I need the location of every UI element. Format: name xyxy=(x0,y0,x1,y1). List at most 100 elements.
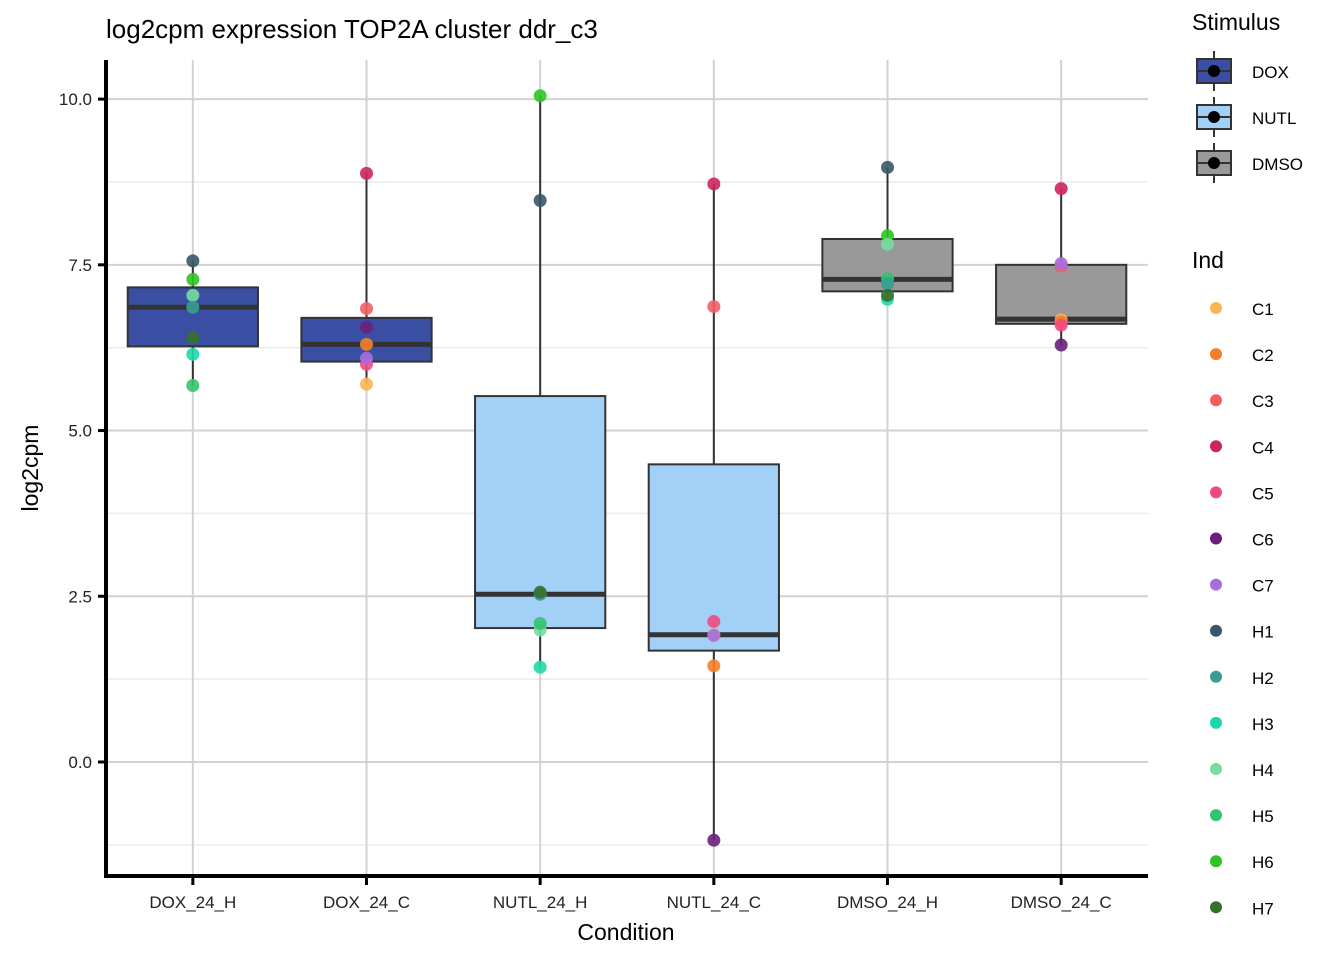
legend-label: H7 xyxy=(1252,899,1274,918)
y-tick-label: 2.5 xyxy=(68,587,92,606)
point-C6 xyxy=(1054,338,1068,352)
legend-item-H4: H4 xyxy=(1210,761,1274,780)
point-C5 xyxy=(1054,318,1068,332)
point-C6 xyxy=(707,833,721,847)
legend-item-H5: H5 xyxy=(1210,807,1274,826)
legend-key-point xyxy=(1210,901,1222,914)
y-tick-label: 5.0 xyxy=(68,422,92,441)
legend-key-point xyxy=(1210,716,1222,729)
legend-item-H3: H3 xyxy=(1210,715,1274,734)
x-axis-title: Condition xyxy=(577,919,674,945)
point-C2 xyxy=(360,337,373,351)
legend-key-point xyxy=(1210,578,1222,591)
point-H1 xyxy=(533,194,547,208)
legend-key-point xyxy=(1210,486,1222,499)
legend-ind: Ind C1 C2 C3 C4 C5 C6 C7 H1 H2 H3 H4 H5 H6 H7 xyxy=(1192,247,1274,918)
axes-layer xyxy=(104,60,1148,878)
x-tick-label: DOX_24_H xyxy=(149,893,236,912)
point-H4 xyxy=(186,288,200,302)
point-C2 xyxy=(707,659,721,673)
legend-item-NUTL: NUTL xyxy=(1196,97,1296,137)
point-H4 xyxy=(881,237,894,251)
point-C1 xyxy=(360,377,373,391)
point-H2 xyxy=(186,300,200,314)
legend-key-point xyxy=(1210,624,1222,637)
legend-title-ind: Ind xyxy=(1192,247,1224,273)
legend-item-H7: H7 xyxy=(1210,899,1274,918)
legend-label: H5 xyxy=(1252,807,1274,826)
boxes-layer xyxy=(126,95,1128,841)
legend-item-H1: H1 xyxy=(1210,623,1274,642)
x-ticks: DOX_24_H DOX_24_C NUTL_24_H NUTL_24_C DMSO_2… xyxy=(149,876,1112,912)
legend-label: H2 xyxy=(1252,669,1274,688)
points-layer xyxy=(186,89,1068,847)
box-NUTL_24_C xyxy=(647,183,780,841)
legend-item-C6: C6 xyxy=(1210,531,1274,550)
point-C3 xyxy=(707,300,721,314)
legend-label: DMSO xyxy=(1252,155,1303,174)
legend-key-point xyxy=(1210,440,1222,453)
legend-title-stimulus: Stimulus xyxy=(1192,9,1280,35)
y-axis-title: log2cpm xyxy=(17,425,43,512)
legend-item-C1: C1 xyxy=(1210,300,1274,319)
legend-label: C5 xyxy=(1252,484,1274,503)
legend-label: C1 xyxy=(1252,300,1274,319)
legend-label: H1 xyxy=(1252,623,1274,642)
legend-item-H6: H6 xyxy=(1210,853,1274,872)
point-H6 xyxy=(186,272,200,286)
y-tick-label: 0.0 xyxy=(68,753,92,772)
legend-key-point xyxy=(1210,348,1222,361)
y-tick-label: 7.5 xyxy=(68,256,92,275)
point-H5 xyxy=(533,616,547,630)
legend-key-point xyxy=(1210,302,1222,314)
legend-key-point xyxy=(1210,809,1222,822)
point-C7 xyxy=(360,351,373,365)
point-C4 xyxy=(360,166,373,180)
point-C6 xyxy=(360,320,373,334)
point-C4 xyxy=(1054,182,1068,196)
legend-item-C2: C2 xyxy=(1210,346,1274,365)
x-tick-label: NUTL_24_C xyxy=(667,893,762,912)
chart-title: log2cpm expression TOP2A cluster ddr_c3 xyxy=(106,14,598,44)
x-tick-label: NUTL_24_H xyxy=(493,893,588,912)
legend-key-point xyxy=(1210,763,1222,775)
legend-key-point xyxy=(1210,532,1222,545)
legend-label: C4 xyxy=(1252,438,1274,457)
legend-label: NUTL xyxy=(1252,109,1296,128)
legend-item-DOX: DOX xyxy=(1196,51,1289,91)
point-H7 xyxy=(186,331,200,345)
point-C7 xyxy=(1054,257,1068,271)
legend-item-DMSO: DMSO xyxy=(1196,143,1303,183)
legend-label: H3 xyxy=(1252,715,1274,734)
legend-key-point xyxy=(1208,111,1220,123)
legend-label: C3 xyxy=(1252,392,1274,411)
legend-item-H2: H2 xyxy=(1210,669,1274,688)
legend-item-C7: C7 xyxy=(1210,577,1274,596)
point-H2 xyxy=(881,277,894,291)
y-tick-label: 10.0 xyxy=(59,90,92,109)
point-C5 xyxy=(707,614,721,628)
point-H7 xyxy=(881,288,894,302)
legend-key-point xyxy=(1210,670,1222,683)
point-H1 xyxy=(881,160,894,174)
legend-item-C3: C3 xyxy=(1210,392,1274,411)
legend-key-point xyxy=(1210,394,1222,407)
grid-layer xyxy=(106,60,1148,876)
legend-item-C5: C5 xyxy=(1210,484,1274,503)
legend-key-point xyxy=(1208,65,1220,77)
legend-label: H6 xyxy=(1252,853,1274,872)
legend-label: H4 xyxy=(1252,761,1274,780)
point-H7 xyxy=(533,585,547,599)
legend-stimulus: Stimulus DOX NUTL DMSO xyxy=(1192,9,1303,183)
x-tick-label: DMSO_24_C xyxy=(1011,893,1112,912)
x-tick-label: DOX_24_C xyxy=(323,893,410,912)
point-H6 xyxy=(533,89,547,103)
legend-label: DOX xyxy=(1252,63,1289,82)
point-C7 xyxy=(707,628,721,642)
y-ticks: 0.0 2.5 5.0 7.5 10.0 xyxy=(59,90,106,772)
point-H1 xyxy=(186,254,200,268)
legend-label: C6 xyxy=(1252,531,1274,550)
point-C3 xyxy=(360,302,373,316)
point-H3 xyxy=(186,347,200,361)
